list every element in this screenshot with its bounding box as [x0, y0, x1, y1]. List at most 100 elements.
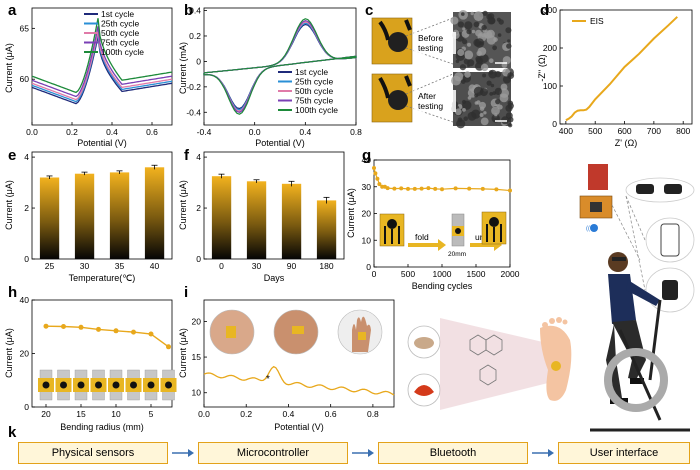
sem-grain: [466, 29, 472, 35]
inset-photo-neck: [209, 309, 255, 355]
panel-c-images: Before testing After testing: [371, 10, 515, 129]
legend-label: 25th cycle: [295, 77, 334, 87]
x-tick-label: 500: [401, 269, 415, 279]
sweat-source-illustration: [407, 317, 572, 410]
legend-label: 1st cycle: [101, 9, 134, 19]
radius-line: [45, 325, 169, 348]
sem-grain: [479, 54, 489, 63]
y-tick-label: 0.4: [189, 6, 201, 16]
panel-d-legend-label: EIS: [590, 16, 604, 26]
series-line-4: [31, 26, 173, 98]
data-point: [480, 186, 485, 191]
sem-grain: [460, 79, 466, 84]
panel-a-frame: [31, 7, 173, 126]
sem-grain: [507, 123, 513, 128]
panel-label-g: g: [362, 147, 371, 164]
sem-grain: [467, 59, 475, 67]
sem-grain: [454, 108, 462, 116]
after-testing-label-line1: After: [418, 91, 436, 101]
sensor-folded-illustration: [451, 213, 465, 247]
panel-label-c: c: [365, 2, 373, 19]
x-tick-label: 400: [559, 126, 573, 136]
sem-grain: [500, 83, 508, 91]
category-label: 90: [287, 261, 297, 271]
flow-arrow-2: [352, 449, 374, 457]
sem-grain: [473, 11, 484, 22]
x-tick-label: 0.4: [283, 409, 295, 419]
y-tick-label: 0: [366, 262, 371, 272]
foot-icon: [540, 317, 572, 401]
data-point: [385, 186, 390, 191]
sem-grain: [467, 111, 477, 121]
panel-b-ylabel: Current (mA): [178, 42, 188, 94]
y-tick-label: 0: [196, 254, 201, 264]
panel-label-e: e: [8, 147, 16, 164]
sem-grain: [462, 39, 468, 45]
sem-grain: [495, 99, 501, 105]
data-point: [78, 324, 84, 330]
panel-f-xlabel: Days: [264, 273, 285, 283]
eis-line: [565, 16, 678, 122]
data-point: [148, 331, 154, 337]
sem-grain: [464, 71, 471, 78]
data-point: [131, 329, 136, 335]
series-line-1: [31, 36, 173, 105]
wifi-icon: ((: [586, 226, 590, 232]
sem-grain: [464, 50, 474, 60]
sem-grain: [459, 64, 466, 71]
bar-180: [316, 200, 337, 259]
panel-g-xlabel: Bending cycles: [412, 281, 473, 291]
fold-arrow: [408, 239, 446, 251]
sensor-electrode: [165, 381, 172, 389]
bar-90: [281, 183, 302, 259]
panel-f-frame: [203, 151, 345, 260]
panel-a-ylabel: Current (μA): [4, 43, 14, 93]
sem-grain: [497, 33, 502, 37]
sem-grain: [464, 21, 473, 30]
y-tick-label: 2: [196, 203, 201, 213]
panel-i-frame: [203, 299, 395, 408]
y-tick-label: 20: [20, 349, 30, 359]
sem-grain: [487, 16, 496, 25]
x-tick-label: 0.0: [198, 409, 210, 419]
data-point: [412, 186, 417, 191]
before-testing-label-line1: Before: [418, 33, 443, 43]
sem-grain: [473, 21, 480, 28]
sem-grain: [492, 45, 497, 51]
bar-30: [246, 181, 267, 259]
flow-user-interface: User interface: [558, 442, 690, 464]
bar-25: [39, 177, 60, 259]
category-label: 35: [115, 261, 125, 271]
panel-d-ylabel: -Z'' (Ω): [537, 54, 547, 81]
y-tick-label: 20: [362, 209, 372, 219]
sem-grain: [490, 83, 495, 88]
sem-grain: [461, 12, 465, 16]
sem-grain: [483, 111, 487, 115]
sem-grain: [480, 117, 489, 126]
y-tick-label: -0.2: [186, 82, 201, 92]
panel-label-h: h: [8, 284, 17, 301]
sem-grain: [474, 101, 479, 105]
sensor-electrode: [60, 381, 67, 389]
sem-grain: [486, 80, 492, 86]
flow-physical-sensors: Physical sensors: [18, 442, 168, 464]
sem-grain: [494, 87, 502, 95]
sensor-electrode: [112, 381, 120, 389]
sensor-unfolded-illustration: [481, 211, 507, 245]
data-point: [166, 344, 171, 350]
sem-grain: [456, 119, 466, 129]
sem-grain: [479, 106, 485, 111]
data-point: [433, 186, 438, 191]
panel-label-i: i: [184, 284, 188, 301]
panel-g-ylabel: Current (μA): [346, 188, 356, 238]
sem-grain: [470, 11, 474, 16]
fold-label: fold: [415, 232, 429, 242]
flow-arrow-1: [172, 449, 194, 457]
panel-e-frame: [31, 151, 173, 260]
sensor-photo-after: [371, 73, 413, 123]
y-tick-label: 10: [362, 235, 372, 245]
category-label: 30: [252, 261, 262, 271]
data-point: [406, 186, 410, 191]
category-label: 0: [219, 261, 224, 271]
x-tick-label: 0.6: [146, 127, 158, 137]
